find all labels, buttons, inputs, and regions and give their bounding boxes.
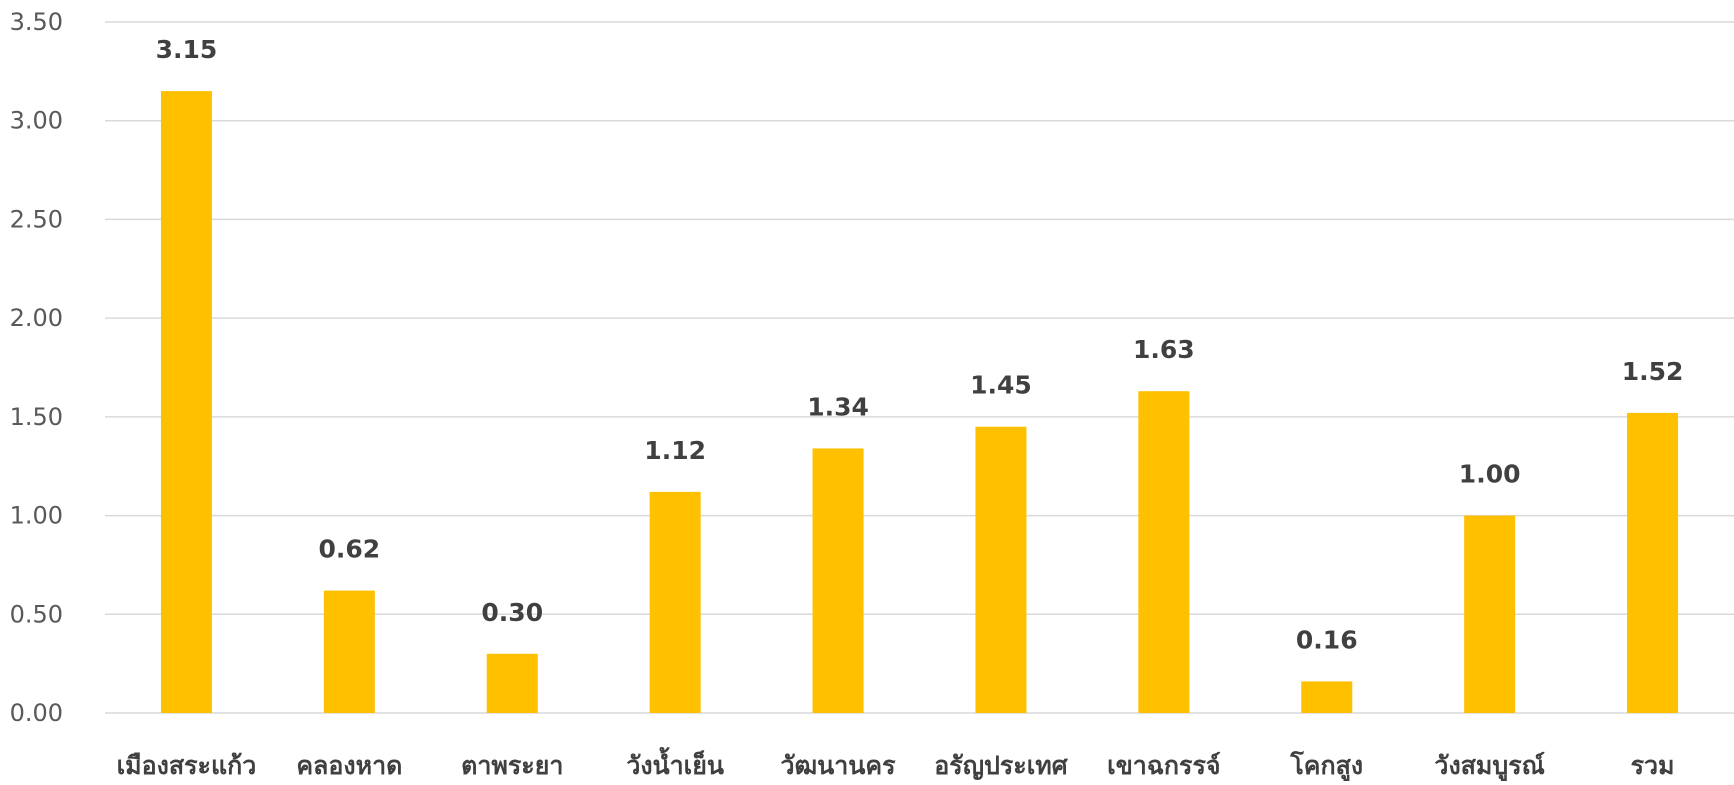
- bar: [486, 653, 538, 713]
- bars: [160, 91, 1679, 714]
- y-tick-label: 1.50: [10, 403, 63, 431]
- gridlines: [105, 21, 1734, 714]
- category-label: วัฒนานคร: [781, 751, 897, 780]
- bar: [1464, 515, 1516, 713]
- y-tick-label: 1.00: [10, 502, 63, 530]
- bar: [649, 491, 701, 713]
- y-tick-label: 3.50: [10, 8, 63, 36]
- data-label: 1.63: [1133, 335, 1195, 364]
- data-label: 1.34: [807, 392, 869, 421]
- category-label: เขาฉกรรจ์: [1107, 751, 1220, 780]
- data-label: 0.16: [1296, 625, 1358, 654]
- data-label: 1.00: [1459, 460, 1521, 489]
- data-label: 1.12: [644, 436, 706, 465]
- bar: [160, 91, 212, 714]
- y-tick-label: 2.00: [10, 304, 63, 332]
- data-labels: 3.15 0.62 0.30 1.12 1.34 1.45 1.63 0.16 1.00 1.52: [156, 35, 1684, 654]
- y-axis-tick-labels: 0.00 0.50 1.00 1.50 2.00 2.50 3.00 3.50: [10, 8, 63, 727]
- data-label: 1.45: [970, 371, 1032, 400]
- category-label: คลองหาด: [296, 751, 402, 780]
- data-label: 0.62: [319, 535, 381, 564]
- bar: [1138, 391, 1190, 713]
- bar: [1627, 412, 1679, 713]
- y-tick-label: 0.00: [10, 699, 63, 727]
- bar: [975, 426, 1027, 713]
- x-axis-category-labels: เมืองสระแก้ว คลองหาด ตาพระยา วังน้ำเย็น วัฒน…: [117, 746, 1675, 782]
- y-tick-label: 0.50: [10, 600, 63, 628]
- bar: [1301, 681, 1353, 713]
- data-label: 3.15: [156, 35, 218, 64]
- category-label: อรัญประเทศ: [934, 751, 1068, 780]
- category-label: วังสมบูรณ์: [1434, 751, 1544, 782]
- y-tick-label: 2.50: [10, 205, 63, 233]
- category-label: ตาพระยา: [461, 751, 563, 780]
- data-label: 1.52: [1622, 357, 1684, 386]
- category-label: เมืองสระแก้ว: [117, 751, 257, 780]
- category-label: โคกสูง: [1289, 750, 1363, 782]
- data-label: 0.30: [481, 598, 543, 627]
- bar: [812, 448, 864, 713]
- bar: [323, 590, 375, 713]
- category-label: รวม: [1631, 751, 1675, 780]
- y-tick-label: 3.00: [10, 107, 63, 135]
- category-label: วังน้ำเย็น: [626, 746, 724, 780]
